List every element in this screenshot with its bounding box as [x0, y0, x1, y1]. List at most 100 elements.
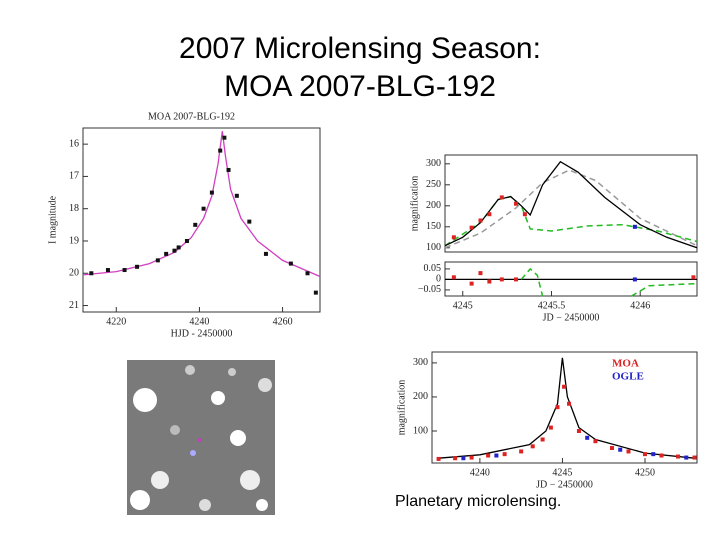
data-point [519, 449, 524, 454]
data-point [451, 275, 456, 280]
x-tick-label: 4240 [470, 467, 490, 478]
data-point [201, 206, 206, 211]
data-point [494, 453, 499, 458]
data-point [530, 444, 535, 449]
data-point [469, 281, 474, 286]
plot-frame [431, 351, 698, 464]
data-point [632, 277, 637, 282]
y-tick-label: 19 [69, 235, 79, 246]
data-point [469, 225, 474, 230]
data-point [313, 290, 318, 295]
y-tick-label: 16 [69, 138, 79, 149]
data-point [247, 219, 252, 224]
y-tick-label: 200 [426, 200, 441, 211]
data-point [486, 453, 491, 458]
data-point [461, 456, 466, 461]
data-point [155, 258, 160, 263]
data-point [487, 279, 492, 284]
y-tick-label: 100 [413, 425, 428, 436]
data-point [478, 218, 483, 223]
data-point [642, 452, 647, 457]
data-point [478, 271, 483, 276]
data-point [451, 235, 456, 240]
data-point [632, 224, 637, 229]
data-point [499, 195, 504, 200]
data-point [176, 245, 181, 250]
x-tick-label: 4260 [273, 316, 293, 327]
data-point [193, 222, 198, 227]
legend-entry: MOA [612, 358, 639, 370]
data-point [218, 148, 223, 153]
caption: Planetary microlensing. [395, 493, 561, 510]
data-point [172, 248, 177, 253]
x-axis-label: JD − 2450000 [536, 479, 593, 490]
data-point [562, 384, 567, 389]
data-point [263, 251, 268, 256]
x-axis-label: JD − 2450000 [543, 312, 600, 323]
y-axis-label: magnification [409, 176, 420, 232]
y-tick-label: 21 [69, 300, 79, 311]
data-point [567, 401, 572, 406]
x-tick-label: 4220 [106, 316, 126, 327]
plot-frame [82, 127, 321, 313]
y-axis-label: magnification [396, 380, 407, 436]
y-tick-label: 150 [426, 221, 441, 232]
data-point [122, 268, 127, 273]
data-point [453, 456, 458, 461]
x-tick-label: 4245.5 [538, 300, 566, 311]
data-point [513, 277, 518, 282]
slide-title: 2007 Microlensing Season: [179, 32, 541, 65]
data-point [209, 190, 214, 195]
x-tick-label: 4245 [453, 300, 473, 311]
y-tick-label: −0.05 [418, 284, 441, 295]
data-point [540, 437, 545, 442]
data-point [609, 446, 614, 451]
y-tick-label: 17 [69, 171, 79, 182]
data-point [691, 275, 696, 280]
series-line [520, 267, 698, 297]
data-point [684, 455, 689, 460]
y-tick-label: 250 [426, 179, 441, 190]
y-tick-label: 0.05 [424, 263, 442, 274]
data-point [576, 428, 581, 433]
data-point [659, 453, 664, 458]
plot-frame [444, 154, 698, 253]
data-point [436, 456, 441, 461]
data-point [618, 447, 623, 452]
series-line [444, 169, 698, 249]
data-point [502, 452, 507, 457]
data-point [651, 452, 656, 457]
data-point [469, 455, 474, 460]
series-line [444, 160, 698, 249]
y-tick-label: 100 [426, 242, 441, 253]
data-point [513, 201, 518, 206]
data-point [234, 193, 239, 198]
data-point [222, 135, 227, 140]
data-point [164, 251, 169, 256]
data-point [499, 277, 504, 282]
data-point [585, 435, 590, 440]
data-point [89, 271, 94, 276]
data-point [184, 238, 189, 243]
x-axis-label: HJD - 2450000 [171, 328, 233, 339]
data-point [487, 212, 492, 217]
x-tick-label: 4245 [552, 467, 572, 478]
y-tick-label: 18 [69, 203, 79, 214]
data-point [226, 167, 231, 172]
data-point [626, 449, 631, 454]
series-line [438, 357, 695, 459]
data-point [555, 405, 560, 410]
data-point [522, 212, 527, 217]
data-point [692, 455, 697, 460]
data-point [305, 271, 310, 276]
y-axis-label: I magnitude [47, 195, 58, 244]
data-point [288, 261, 293, 266]
y-tick-label: 20 [69, 268, 79, 279]
data-point [135, 264, 140, 269]
data-point [676, 454, 681, 459]
data-point [548, 425, 553, 430]
data-point [593, 439, 598, 444]
data-point [105, 268, 110, 273]
